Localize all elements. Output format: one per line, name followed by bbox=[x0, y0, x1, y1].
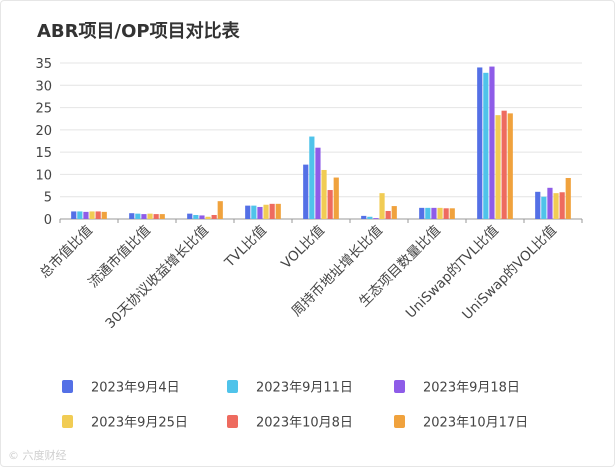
bar bbox=[199, 215, 205, 219]
bar bbox=[309, 136, 315, 219]
bar bbox=[217, 201, 223, 219]
bar bbox=[431, 207, 437, 219]
bar bbox=[303, 164, 309, 219]
bar bbox=[71, 211, 77, 219]
y-tick-label: 20 bbox=[35, 124, 52, 139]
y-tick-label: 35 bbox=[35, 57, 52, 72]
legend-swatch bbox=[394, 380, 405, 393]
legend-label: 2023年9月4日 bbox=[91, 381, 180, 396]
bar bbox=[559, 192, 565, 219]
bar bbox=[187, 213, 193, 219]
bar bbox=[263, 204, 269, 219]
bar bbox=[129, 213, 135, 219]
bar bbox=[489, 66, 495, 220]
y-tick-label: 30 bbox=[35, 79, 52, 94]
bar bbox=[541, 196, 547, 219]
legend-swatch bbox=[227, 380, 238, 393]
bar bbox=[507, 113, 513, 219]
bar bbox=[95, 211, 101, 219]
bar bbox=[141, 214, 147, 219]
y-tick-label: 0 bbox=[44, 213, 52, 228]
bar bbox=[477, 67, 483, 219]
watermark: © 六度财经 bbox=[8, 449, 67, 462]
bar bbox=[153, 214, 159, 219]
bar bbox=[501, 110, 507, 219]
bar bbox=[385, 210, 391, 219]
bar bbox=[315, 147, 321, 219]
legend-label: 2023年10月8日 bbox=[256, 416, 353, 431]
chart-title: ABR项目/OP项目对比表 bbox=[37, 21, 240, 42]
bar bbox=[269, 203, 275, 219]
legend-label: 2023年9月18日 bbox=[423, 381, 520, 396]
bar bbox=[205, 216, 211, 219]
bar bbox=[495, 115, 501, 219]
bar bbox=[391, 206, 397, 219]
bar bbox=[147, 213, 153, 219]
bar bbox=[449, 208, 455, 219]
legend-swatch bbox=[62, 380, 73, 393]
y-tick-label: 25 bbox=[35, 102, 52, 117]
legend-swatch bbox=[62, 415, 73, 428]
legend-swatch bbox=[394, 415, 405, 428]
bar bbox=[89, 211, 95, 219]
bar bbox=[327, 190, 333, 219]
x-tick-label: VOL比值 bbox=[278, 223, 328, 273]
bar bbox=[135, 213, 141, 219]
bar bbox=[425, 207, 431, 219]
bar bbox=[483, 72, 489, 219]
y-tick-label: 15 bbox=[35, 146, 52, 161]
bar bbox=[419, 207, 425, 219]
x-tick-label: 30天协议收益增长比值 bbox=[102, 223, 211, 332]
bar bbox=[565, 177, 571, 219]
bar bbox=[193, 214, 199, 219]
bar bbox=[443, 208, 449, 219]
y-tick-label: 10 bbox=[35, 168, 52, 183]
legend-label: 2023年10月17日 bbox=[423, 416, 528, 431]
bar bbox=[257, 206, 263, 219]
bar bbox=[547, 187, 553, 219]
bar bbox=[101, 211, 107, 219]
x-tick-label: TVL比值 bbox=[221, 223, 270, 272]
bar bbox=[437, 207, 443, 219]
legend-label: 2023年9月11日 bbox=[256, 381, 353, 396]
legend-label: 2023年9月25日 bbox=[91, 416, 188, 431]
bar bbox=[333, 177, 339, 219]
bar bbox=[83, 211, 89, 219]
y-tick-label: 5 bbox=[44, 191, 52, 206]
bar bbox=[211, 214, 217, 219]
bar bbox=[361, 215, 367, 219]
bar bbox=[159, 214, 165, 219]
bar bbox=[275, 203, 281, 219]
legend-swatch bbox=[227, 415, 238, 428]
bar bbox=[535, 191, 541, 219]
bar bbox=[367, 216, 373, 219]
bar bbox=[373, 218, 379, 219]
bar bbox=[379, 193, 385, 219]
bar bbox=[77, 211, 83, 219]
bar bbox=[321, 169, 327, 219]
bar bbox=[251, 205, 257, 219]
bar bbox=[553, 193, 559, 219]
bar bbox=[245, 205, 251, 219]
x-tick-label: 总市值比值 bbox=[36, 222, 96, 282]
